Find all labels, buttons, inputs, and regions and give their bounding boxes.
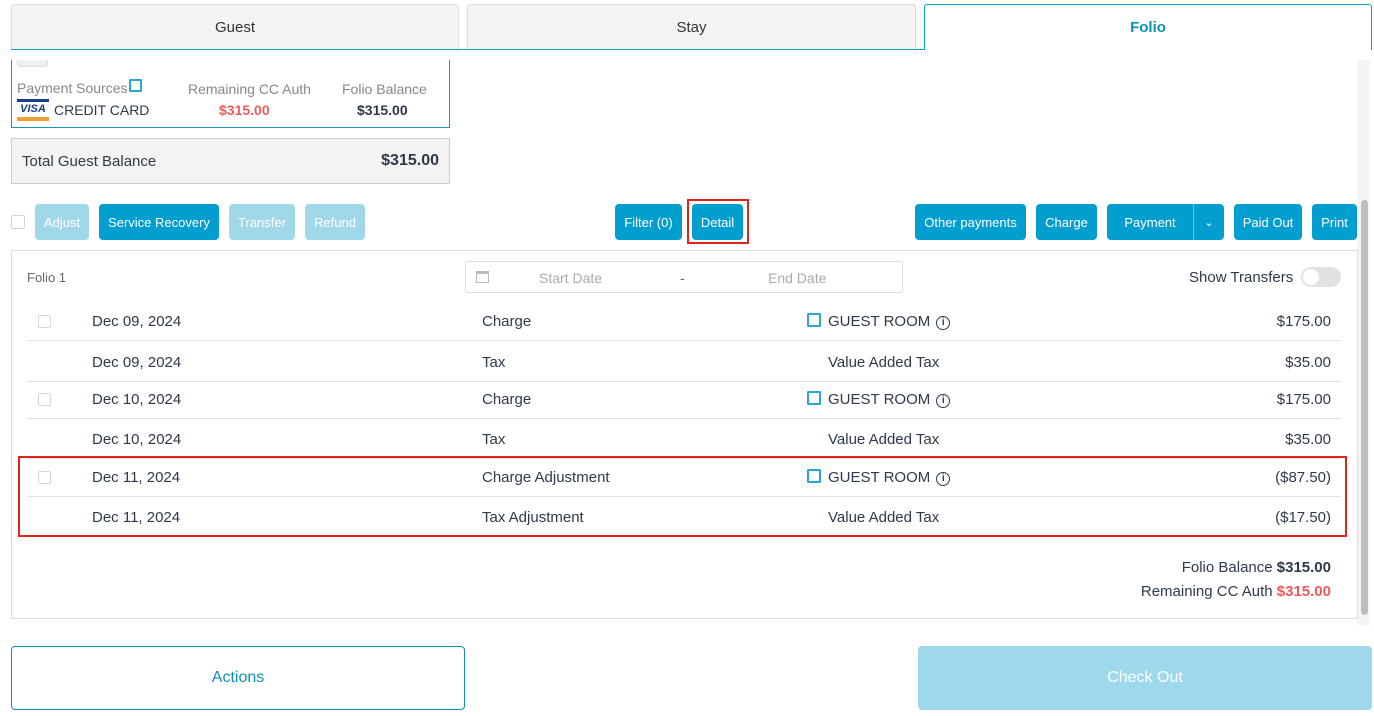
folio-balance-value: $315.00 (357, 102, 408, 118)
folio-balance-label: Folio Balance (342, 81, 427, 97)
row-type: Tax Adjustment (482, 509, 584, 526)
paid-out-button[interactable]: Paid Out (1234, 204, 1302, 240)
tab-guest[interactable]: Guest (11, 4, 459, 49)
folio-row: Dec 10, 2024 Charge GUEST ROOM i $175.00 (27, 380, 1341, 419)
remaining-cc-auth-footer-value: $315.00 (1276, 583, 1331, 600)
other-payments-button[interactable]: Other payments (915, 204, 1026, 240)
payment-summary-card: Payment Sources VISA CREDIT CARD Remaini… (11, 60, 450, 128)
total-guest-balance: Total Guest Balance $315.00 (11, 138, 450, 184)
folio-row: Dec 11, 2024 Tax Adjustment Value Added Ta… (27, 498, 1341, 537)
folio-name: Folio 1 (27, 270, 67, 285)
row-type: Charge (482, 391, 532, 408)
row-amount: $35.00 (1285, 354, 1331, 371)
row-checkbox[interactable] (38, 471, 51, 484)
date-range-input[interactable]: Start Date - End Date (465, 261, 903, 293)
tab-stay[interactable]: Stay (467, 4, 916, 49)
calendar-icon (476, 271, 489, 283)
transfer-button[interactable]: Transfer (229, 204, 295, 240)
row-amount: $35.00 (1285, 431, 1331, 448)
row-amount: $175.00 (1276, 391, 1331, 408)
row-description-text: Value Added Tax (828, 509, 940, 526)
tab-folio[interactable]: Folio (924, 4, 1372, 50)
visa-card-icon: VISA (17, 99, 49, 121)
row-description-text: GUEST ROOM (828, 313, 931, 330)
payment-button[interactable]: Payment (1107, 204, 1193, 240)
row-checkbox[interactable] (38, 393, 51, 406)
row-amount: ($87.50) (1275, 469, 1331, 486)
scrollbar-thumb[interactable] (1361, 200, 1368, 615)
total-guest-balance-value: $315.00 (381, 152, 439, 169)
row-description: GUEST ROOM i (828, 313, 951, 330)
remaining-cc-auth-footer: Remaining CC Auth $315.00 (1141, 583, 1331, 600)
row-date: Dec 11, 2024 (92, 509, 181, 526)
select-all-checkbox[interactable] (11, 215, 25, 229)
row-description: GUEST ROOM i (828, 469, 951, 486)
show-transfers-label: Show Transfers (1189, 269, 1294, 286)
card-label: CREDIT CARD (54, 102, 150, 118)
row-date: Dec 09, 2024 (92, 313, 182, 330)
folio-row: Dec 09, 2024 Tax Value Added Tax $35.00 (27, 343, 1341, 382)
tab-underline (11, 49, 925, 50)
remaining-cc-auth-value: $315.00 (219, 102, 270, 118)
row-type: Charge (482, 313, 532, 330)
info-icon[interactable]: i (936, 393, 951, 408)
row-type: Tax (482, 354, 506, 371)
row-description: Value Added Tax (828, 354, 939, 371)
refund-button[interactable]: Refund (305, 204, 365, 240)
row-description: Value Added Tax (828, 509, 939, 526)
show-transfers-toggle[interactable] (1301, 267, 1341, 287)
remaining-cc-auth-footer-label: Remaining CC Auth (1140, 583, 1273, 600)
row-type: Charge Adjustment (482, 469, 610, 486)
row-type: Tax (482, 431, 506, 448)
folio-balance-footer: Folio Balance $315.00 (1182, 559, 1331, 576)
row-description: GUEST ROOM i (828, 391, 951, 408)
filter-button[interactable]: Filter (0) (615, 204, 682, 240)
edit-icon[interactable] (807, 313, 821, 327)
payment-sources-label: Payment Sources (17, 80, 128, 96)
row-date: Dec 11, 2024 (92, 469, 181, 486)
date-separator: - (680, 270, 685, 286)
row-amount: $175.00 (1276, 313, 1331, 330)
info-icon[interactable]: i (936, 315, 951, 330)
total-guest-balance-label: Total Guest Balance (22, 153, 157, 170)
actions-button[interactable]: Actions (11, 646, 465, 710)
row-description-text: Value Added Tax (828, 431, 940, 448)
folio-panel (11, 250, 1358, 619)
row-checkbox[interactable] (38, 315, 51, 328)
row-date: Dec 10, 2024 (92, 431, 182, 448)
start-date-input[interactable]: Start Date (539, 270, 603, 286)
info-icon[interactable]: i (936, 471, 951, 486)
row-date: Dec 10, 2024 (92, 391, 182, 408)
edit-icon[interactable] (129, 79, 142, 92)
collapse-stub[interactable] (17, 60, 48, 67)
charge-button[interactable]: Charge (1036, 204, 1097, 240)
folio-row: Dec 10, 2024 Tax Value Added Tax $35.00 (27, 420, 1341, 459)
payment-dropdown-chevron-icon[interactable]: ⌄ (1193, 204, 1224, 240)
folio-row: Dec 09, 2024 Charge GUEST ROOM i $175.00 (27, 302, 1341, 341)
row-amount: ($17.50) (1275, 509, 1331, 526)
adjust-button[interactable]: Adjust (35, 204, 89, 240)
folio-balance-footer-label: Folio Balance (1181, 559, 1273, 576)
detail-button[interactable]: Detail (692, 204, 743, 240)
end-date-input[interactable]: End Date (768, 270, 827, 286)
edit-icon[interactable] (807, 391, 821, 405)
row-description: Value Added Tax (828, 431, 939, 448)
row-description-text: GUEST ROOM (828, 469, 931, 486)
remaining-cc-auth-label: Remaining CC Auth (188, 81, 311, 97)
row-description-text: GUEST ROOM (828, 391, 931, 408)
row-date: Dec 09, 2024 (92, 354, 182, 371)
print-button[interactable]: Print (1312, 204, 1357, 240)
folio-row: Dec 11, 2024 Charge Adjustment GUEST ROOM i… (27, 458, 1341, 497)
service-recovery-button[interactable]: Service Recovery (99, 204, 219, 240)
row-description-text: Value Added Tax (828, 354, 940, 371)
check-out-button[interactable]: Check Out (918, 646, 1372, 710)
folio-balance-footer-value: $315.00 (1276, 559, 1331, 576)
edit-icon[interactable] (807, 469, 821, 483)
detail-highlight-box (687, 199, 749, 244)
adjustment-highlight-box (18, 456, 1347, 537)
